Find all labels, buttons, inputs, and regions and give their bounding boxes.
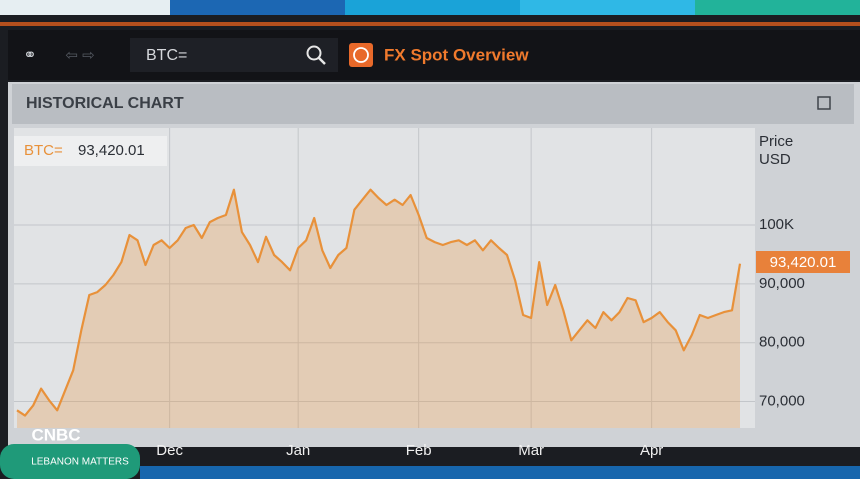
strip <box>170 0 345 15</box>
show-name: LEBANON MATTERS <box>31 457 129 468</box>
last-price: 93,420.01 <box>770 254 837 271</box>
strip <box>695 0 860 15</box>
quote-box <box>14 136 167 166</box>
link-icon[interactable]: ⚭ <box>23 47 36 64</box>
quote-ric: BTC= <box>24 142 63 159</box>
x-tick-label: Apr <box>640 442 663 459</box>
x-tick-label: Mar <box>518 442 544 459</box>
y-tick-label: 90,000 <box>759 275 805 292</box>
panel-header <box>12 84 854 124</box>
network-logo: CNBC <box>31 425 80 444</box>
show-bug <box>0 444 140 479</box>
panel-title: HISTORICAL CHART <box>26 95 184 112</box>
line <box>16 188 742 417</box>
strip <box>520 0 695 15</box>
search-icon[interactable] <box>306 45 322 61</box>
strip <box>0 0 170 15</box>
quote-value: 93,420.01 <box>78 142 145 159</box>
chart: 100K 90,000 80,000 70,000 Dec Jan Feb Mar Apr <box>14 128 805 459</box>
axis-unit: USD <box>759 151 791 168</box>
axis-title: Price <box>759 133 793 150</box>
app-icon <box>349 43 373 67</box>
bottom-bar <box>140 466 860 479</box>
search-icon <box>318 57 326 65</box>
popout-icon[interactable] <box>817 96 831 110</box>
last-price-badge <box>756 251 850 273</box>
x-tick-label: Dec <box>156 442 183 459</box>
strip <box>345 0 520 15</box>
y-tick-label: 70,000 <box>759 392 805 409</box>
search-box[interactable] <box>130 38 338 72</box>
frame-edge <box>0 22 860 26</box>
y-tick-label: 80,000 <box>759 334 805 351</box>
plot-area <box>14 128 755 428</box>
app-icon <box>353 47 369 63</box>
y-tick-label: 100K <box>759 216 794 233</box>
nav-arrows[interactable]: ⇦ ⇨ <box>65 47 94 64</box>
app-title[interactable]: FX Spot Overview <box>384 45 529 64</box>
area <box>17 189 740 428</box>
x-tick-label: Feb <box>406 442 432 459</box>
search-text: BTC= <box>146 47 187 64</box>
x-tick-label: Jan <box>286 442 310 459</box>
